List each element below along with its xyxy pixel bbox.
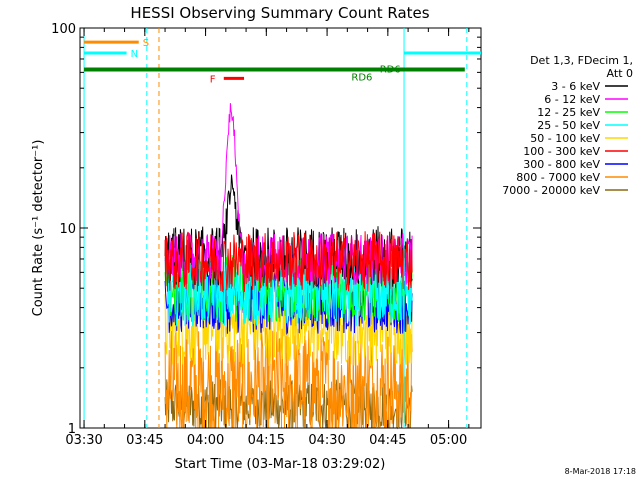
series-line-5	[164, 231, 413, 292]
flag-bars: RD6 RD6 SN F	[84, 38, 481, 85]
x-tick-label-0: 03:30	[65, 433, 102, 448]
flag-bar-label-3: F	[210, 74, 216, 85]
y-tick-label-1: 10	[59, 222, 76, 237]
flag-bar-label-0: S	[143, 38, 149, 49]
rd-bar-label-0: RD6	[351, 73, 372, 84]
rd-bar-extra-label-0: RD6	[380, 65, 401, 76]
plot-area	[164, 103, 413, 430]
y-tick-label-2: 100	[51, 22, 76, 37]
y-axis-label: Count Rate (s⁻¹ detector⁻¹)	[31, 140, 46, 317]
x-tick-label-4: 04:30	[308, 433, 345, 448]
x-tick-label-1: 03:45	[126, 433, 163, 448]
legend-label-8: 7000 - 20000 keV	[502, 184, 600, 197]
legend-header-1: Att 0	[607, 67, 633, 80]
legend-label-4: 50 - 100 keV	[530, 132, 600, 145]
legend-label-2: 12 - 25 keV	[537, 106, 600, 119]
legend-label-5: 100 - 300 keV	[523, 145, 600, 158]
x-tick-label-5: 04:45	[369, 433, 406, 448]
legend-label-1: 6 - 12 keV	[544, 93, 600, 106]
axes: 03:30 03:45 04:00 04:15 04:30 04:45 05:00 1 10 10…	[51, 22, 481, 448]
series-line-3	[164, 256, 413, 327]
legend-header-0: Det 1,3, FDecim 1,	[530, 54, 633, 67]
legend-label-0: 3 - 6 keV	[551, 80, 600, 93]
vertical-markers	[83, 28, 468, 428]
legend-label-7: 800 - 7000 keV	[516, 171, 600, 184]
flag-bar-label-1: N	[131, 49, 138, 60]
x-tick-label-3: 04:15	[248, 433, 285, 448]
legend-label-6: 300 - 800 keV	[523, 158, 600, 171]
legend-label-3: 25 - 50 keV	[537, 119, 600, 132]
chart-title: HESSI Observing Summary Count Rates	[130, 4, 429, 22]
x-tick-label-2: 04:00	[187, 433, 224, 448]
y-tick-label-0: 1	[68, 422, 76, 437]
x-axis-label: Start Time (03-Mar-18 03:29:02)	[175, 457, 386, 472]
x-tick-label-6: 05:00	[430, 433, 467, 448]
footer-timestamp: 8-Mar-2018 17:18	[565, 467, 636, 476]
